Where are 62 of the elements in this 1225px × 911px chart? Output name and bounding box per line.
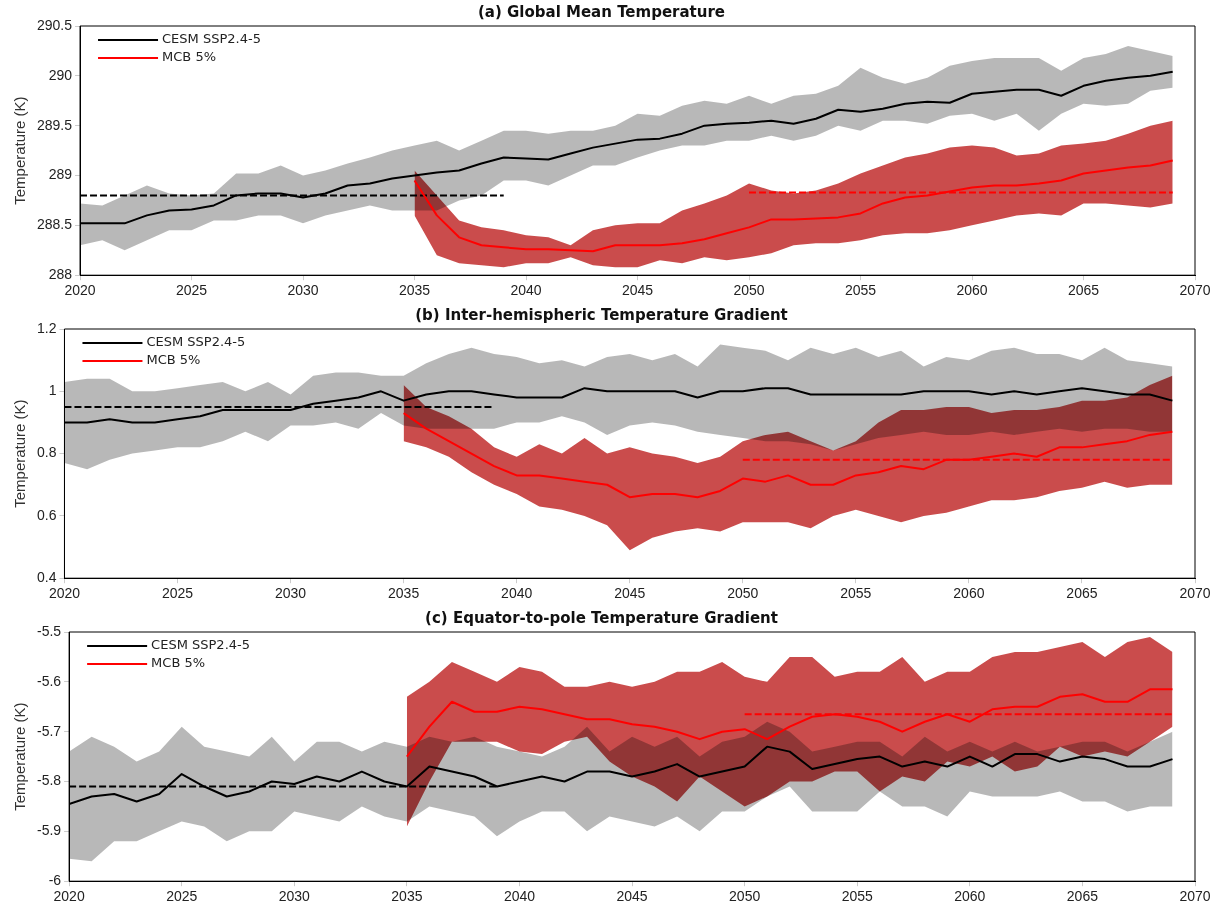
y-tick-label: -5.7 xyxy=(37,722,62,739)
x-tick-label: 2070 xyxy=(1179,585,1211,602)
x-tick-label: 2040 xyxy=(501,585,533,602)
x-tick-label: 2025 xyxy=(175,282,208,299)
y-tick-label: 0.4 xyxy=(36,569,57,586)
x-tick-label: 2055 xyxy=(841,888,874,905)
y-axis-title: Temperature (K) xyxy=(11,399,29,508)
x-tick-label: 2025 xyxy=(166,888,198,905)
chart-title: (c) Equator-to-pole Temperature Gradient xyxy=(425,608,778,627)
x-tick-label: 2060 xyxy=(954,888,986,905)
x-tick-label: 2030 xyxy=(278,888,311,905)
y-tick-label: 0.6 xyxy=(36,506,57,523)
y-tick-label: -6 xyxy=(48,872,62,889)
x-tick-label: 2065 xyxy=(1066,888,1099,905)
y-tick-label: 289.5 xyxy=(36,116,73,133)
x-tick-label: 2030 xyxy=(274,585,307,602)
chart-title: (b) Inter-hemispheric Temperature Gradient xyxy=(415,305,788,324)
x-tick-label: 2020 xyxy=(53,888,85,905)
y-tick-label: 290 xyxy=(48,66,73,83)
x-tick-label: 2040 xyxy=(503,888,536,905)
legend-label: MCB 5% xyxy=(146,352,201,368)
x-tick-label: 2065 xyxy=(1066,585,1098,602)
x-tick-label: 2060 xyxy=(953,585,985,602)
y-tick-label: -5.5 xyxy=(37,622,62,639)
y-axis-title: Temperature (K) xyxy=(11,96,29,205)
x-tick-label: 2020 xyxy=(48,585,81,602)
x-tick-label: 2065 xyxy=(1067,282,1100,299)
y-tick-label: -5.8 xyxy=(37,772,62,789)
y-tick-label: -5.6 xyxy=(37,672,62,689)
y-axis-title: Temperature (K) xyxy=(11,702,29,811)
legend-label: CESM SSP2.4-5 xyxy=(162,31,261,47)
x-tick-label: 2050 xyxy=(729,888,761,905)
x-tick-label: 2030 xyxy=(287,282,319,299)
x-tick-label: 2050 xyxy=(727,585,759,602)
x-tick-label: 2020 xyxy=(64,282,96,299)
x-tick-label: 2060 xyxy=(956,282,988,299)
y-tick-label: 289 xyxy=(48,166,73,183)
x-tick-label: 2055 xyxy=(840,585,872,602)
legend-label: CESM SSP2.4-5 xyxy=(151,637,250,653)
legend-label: MCB 5% xyxy=(151,655,206,671)
x-tick-label: 2045 xyxy=(616,888,648,905)
legend-label: MCB 5% xyxy=(162,49,216,65)
x-tick-label: 2025 xyxy=(161,585,194,602)
x-tick-label: 2045 xyxy=(621,282,654,299)
y-tick-label: 0.8 xyxy=(36,444,57,461)
y-tick-label: 1.2 xyxy=(36,319,57,336)
x-tick-label: 2035 xyxy=(398,282,431,299)
y-tick-label: 288 xyxy=(48,266,73,283)
y-tick-label: 1 xyxy=(48,382,57,399)
x-tick-label: 2035 xyxy=(391,888,423,905)
x-tick-label: 2050 xyxy=(733,282,765,299)
x-tick-label: 2040 xyxy=(510,282,542,299)
y-tick-label: 288.5 xyxy=(36,216,73,233)
x-tick-label: 2055 xyxy=(844,282,877,299)
x-tick-label: 2045 xyxy=(614,585,646,602)
y-tick-label: 290.5 xyxy=(36,16,73,33)
chart-title: (a) Global Mean Temperature xyxy=(477,2,726,21)
x-tick-label: 2070 xyxy=(1179,888,1211,905)
x-tick-label: 2070 xyxy=(1179,282,1211,299)
y-tick-label: -5.9 xyxy=(37,822,62,839)
x-tick-label: 2035 xyxy=(388,585,420,602)
legend-label: CESM SSP2.4-5 xyxy=(146,334,246,350)
